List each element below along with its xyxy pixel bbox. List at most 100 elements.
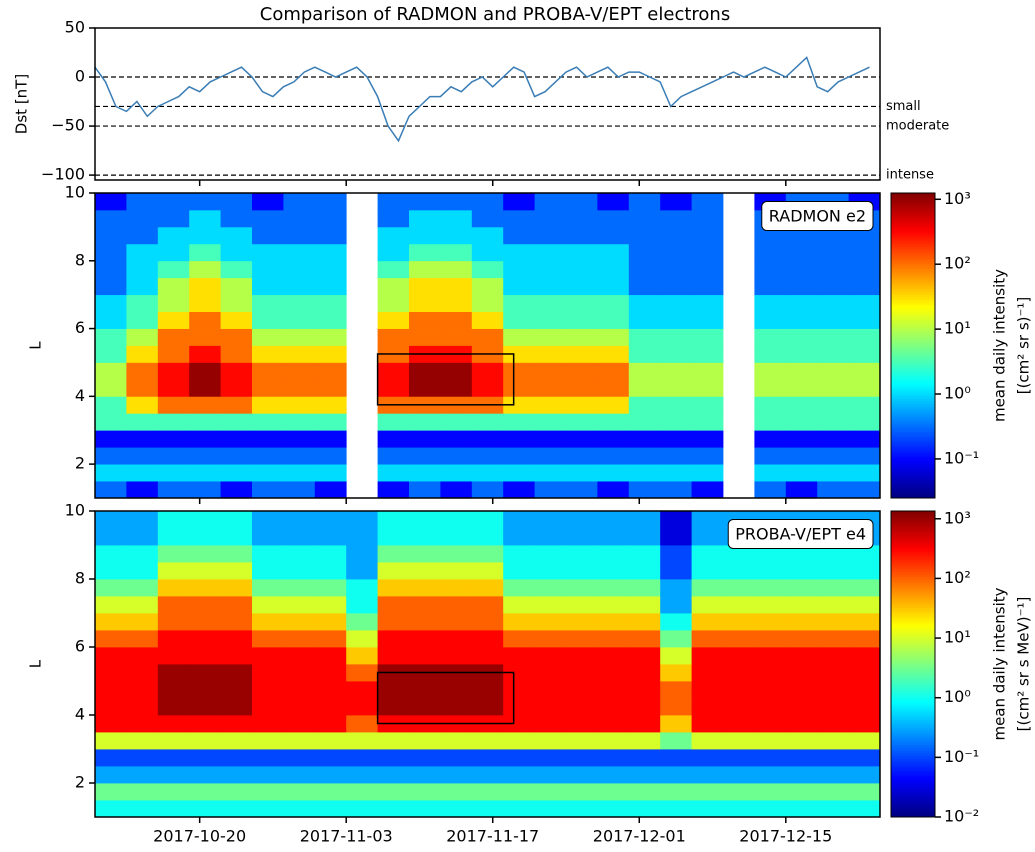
heatmap-cell: [283, 630, 316, 648]
colorbar-segment: [891, 750, 935, 754]
colorbar-segment: [891, 788, 935, 792]
heatmap-cell: [660, 681, 692, 699]
heatmap-cell: [503, 630, 535, 648]
colorbar-segment: [891, 302, 935, 306]
heatmap-cell: [597, 698, 630, 716]
heatmap-cell: [157, 413, 190, 431]
heatmap-cell: [534, 783, 567, 801]
heatmap-cell: [95, 277, 127, 296]
heatmap-cell: [471, 613, 504, 631]
heatmap-cell: [314, 766, 347, 784]
heatmap-cell: [503, 647, 535, 665]
heatmap-cell: [220, 379, 253, 397]
colorbar-segment: [891, 595, 935, 599]
heatmap-cell: [189, 430, 221, 448]
heatmap-cell: [597, 311, 630, 329]
heatmap-cell: [126, 209, 159, 228]
heatmap-cell: [660, 783, 692, 801]
heatmap-cell: [440, 379, 473, 397]
heatmap-cell: [691, 396, 724, 414]
heatmap-cell: [754, 800, 787, 818]
heatmap-cell: [220, 193, 253, 211]
heatmap-cell: [409, 260, 441, 279]
heatmap-cell: [283, 698, 316, 716]
heatmap-cell: [754, 579, 787, 597]
heatmap-cell: [503, 277, 535, 296]
heatmap-cell: [409, 511, 441, 529]
heatmap-cell: [220, 596, 253, 614]
heatmap-cell: [189, 647, 221, 665]
heatmap-cell: [534, 528, 567, 546]
heatmap-cell: [95, 379, 127, 397]
heatmap-cell: [785, 294, 818, 313]
heatmap-cell: [597, 596, 630, 614]
heatmap-cell: [817, 630, 849, 648]
heatmap-cell: [754, 481, 787, 499]
heatmap-cell: [848, 647, 881, 665]
heatmap-cell: [785, 243, 818, 262]
heatmap-cell: [220, 545, 253, 563]
heatmap-cell: [597, 328, 630, 346]
heatmap-cell: [95, 630, 127, 648]
heatmap-cell: [95, 511, 127, 529]
colorbar-segment: [891, 259, 935, 263]
colorbar-segment: [891, 771, 935, 775]
heatmap-cell: [534, 481, 567, 499]
heatmap-cell: [471, 732, 504, 750]
heatmap-cell: [283, 681, 316, 699]
colorbar-tick-label: 10²: [944, 568, 971, 587]
heatmap-cell: [377, 430, 410, 448]
heatmap-cell: [126, 528, 159, 546]
colorbar-segment: [891, 559, 935, 563]
heatmap-cell: [723, 664, 755, 682]
heatmap-cell: [754, 545, 787, 563]
heatmap-cell: [628, 294, 661, 313]
heatmap-cell: [157, 226, 190, 245]
colorbar-frame: [890, 510, 936, 818]
heatmap-cell: [377, 511, 410, 529]
colorbar-segment: [891, 554, 935, 558]
heatmap-cell: [785, 783, 818, 801]
heatmap-cell: [754, 362, 787, 380]
highlight-box: [376, 353, 515, 406]
heatmap-cell: [220, 681, 253, 699]
heatmap-cell: [785, 613, 818, 631]
heatmap-cell: [252, 447, 284, 465]
heatmap-cell: [691, 464, 724, 482]
colorbar-segment: [891, 223, 935, 227]
colorbar-segment: [891, 748, 935, 752]
heatmap-cell: [723, 800, 755, 818]
heatmap-cell: [409, 447, 441, 465]
heatmap-cell: [597, 749, 630, 767]
heatmap-cell: [440, 362, 473, 380]
colorbar-segment: [891, 228, 935, 232]
colorbar-segment: [891, 582, 935, 586]
heatmap-cell: [220, 800, 253, 818]
heatmap-cell: [95, 413, 127, 431]
heatmap-cell: [628, 311, 661, 329]
heatmap-cell: [785, 464, 818, 482]
heatmap-cell: [95, 311, 127, 329]
heatmap-cell: [628, 345, 661, 363]
heatmap-cell: [723, 783, 755, 801]
heatmap-cell: [252, 193, 284, 211]
heatmap-cell: [628, 511, 661, 529]
colorbar-segment: [891, 745, 935, 749]
heatmap-cell: [754, 447, 787, 465]
heatmap-cell: [597, 226, 630, 245]
heatmap-cell: [377, 698, 410, 716]
heatmap-cell: [314, 430, 347, 448]
colorbar-segment: [891, 656, 935, 660]
heatmap-cell: [503, 294, 535, 313]
heatmap-cell: [220, 447, 253, 465]
heatmap-cell: [126, 345, 159, 363]
heatmap-cell: [817, 328, 849, 346]
heatmap-cell: [409, 413, 441, 431]
heatmap-cell: [157, 562, 190, 580]
heatmap-cell: [189, 562, 221, 580]
heatmap-cell: [628, 613, 661, 631]
heatmap-cell: [628, 243, 661, 262]
colorbar-segment: [891, 669, 935, 673]
colorbar-segment: [891, 279, 935, 283]
heatmap-cell: [126, 277, 159, 296]
